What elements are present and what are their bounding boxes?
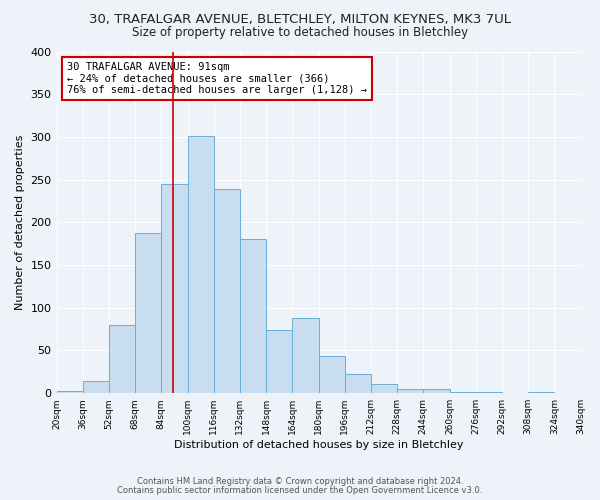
Bar xyxy=(214,189,240,393)
Bar xyxy=(188,136,214,393)
Bar xyxy=(83,381,109,393)
X-axis label: Distribution of detached houses by size in Bletchley: Distribution of detached houses by size … xyxy=(174,440,463,450)
Bar xyxy=(161,184,188,393)
Bar xyxy=(135,232,161,393)
Bar xyxy=(371,384,397,393)
Text: Contains public sector information licensed under the Open Government Licence v3: Contains public sector information licen… xyxy=(118,486,482,495)
Bar xyxy=(476,392,502,393)
Bar xyxy=(319,356,345,393)
Bar xyxy=(109,325,135,393)
Bar xyxy=(345,374,371,393)
Bar xyxy=(397,389,424,393)
Text: 30, TRAFALGAR AVENUE, BLETCHLEY, MILTON KEYNES, MK3 7UL: 30, TRAFALGAR AVENUE, BLETCHLEY, MILTON … xyxy=(89,12,511,26)
Bar xyxy=(266,330,292,393)
Bar xyxy=(528,392,554,393)
Text: Contains HM Land Registry data © Crown copyright and database right 2024.: Contains HM Land Registry data © Crown c… xyxy=(137,477,463,486)
Text: 30 TRAFALGAR AVENUE: 91sqm
← 24% of detached houses are smaller (366)
76% of sem: 30 TRAFALGAR AVENUE: 91sqm ← 24% of deta… xyxy=(67,62,367,95)
Bar xyxy=(240,238,266,393)
Text: Size of property relative to detached houses in Bletchley: Size of property relative to detached ho… xyxy=(132,26,468,39)
Bar xyxy=(449,392,476,393)
Bar xyxy=(56,390,83,393)
Y-axis label: Number of detached properties: Number of detached properties xyxy=(15,134,25,310)
Bar xyxy=(424,389,449,393)
Bar xyxy=(292,318,319,393)
